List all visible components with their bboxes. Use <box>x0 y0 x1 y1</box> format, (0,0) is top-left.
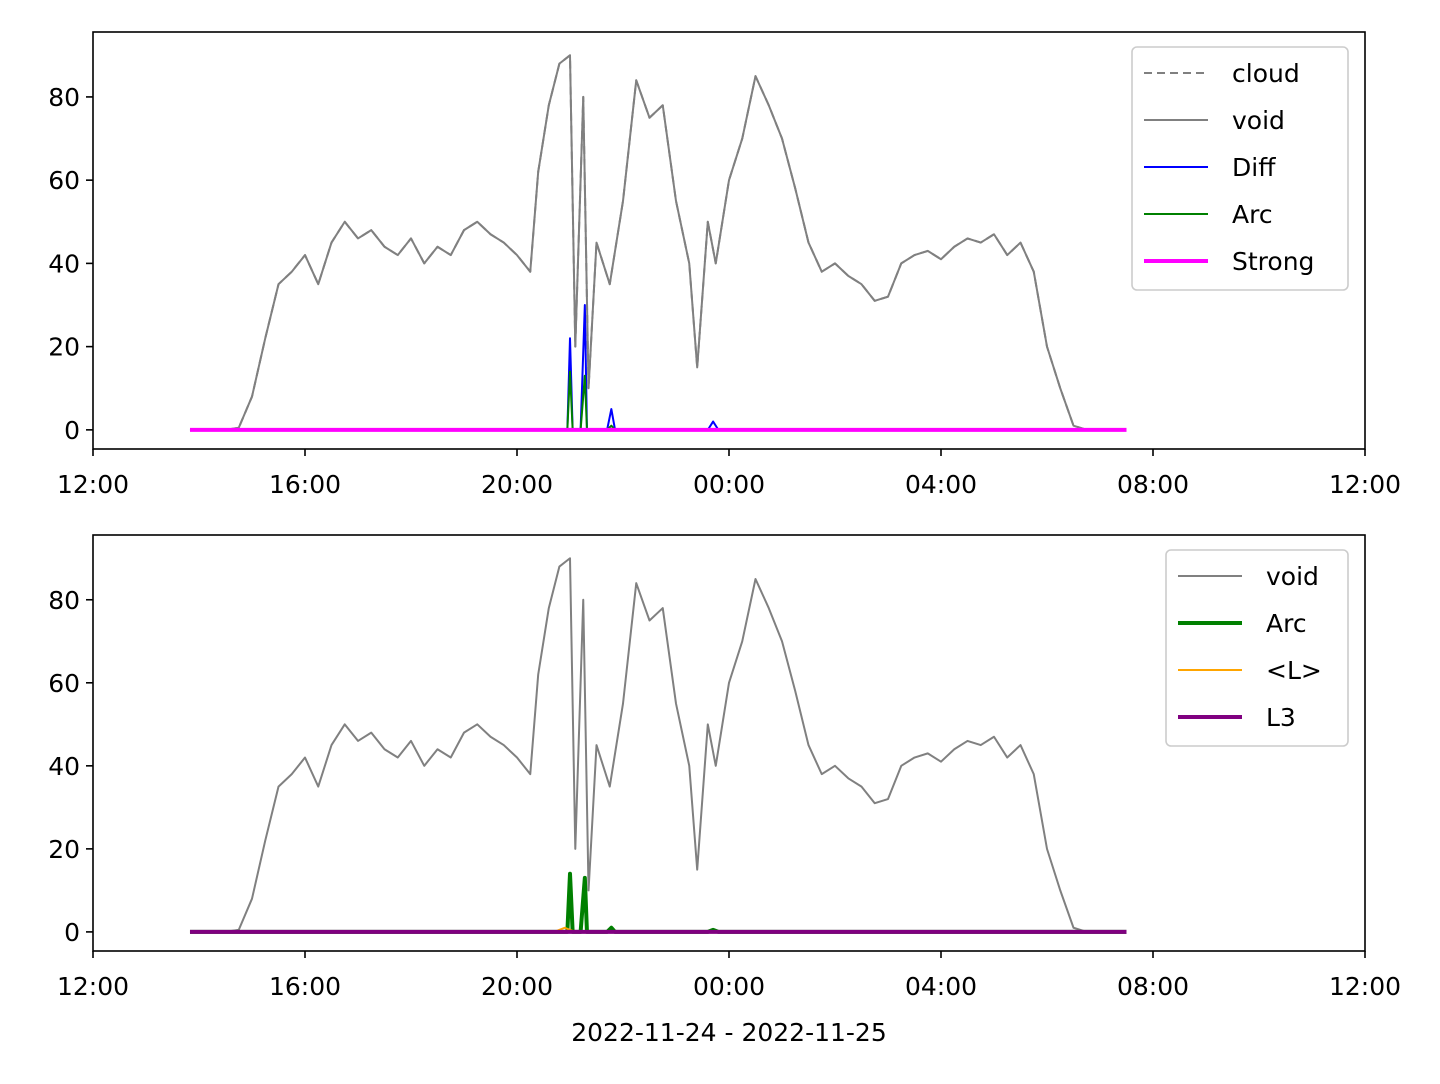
legend-label: Strong <box>1232 247 1314 276</box>
x-axis-label: 2022-11-24 - 2022-11-25 <box>571 1018 887 1047</box>
x-tick-label: 04:00 <box>905 972 977 1001</box>
legend-label: <L> <box>1266 656 1322 685</box>
series-line <box>189 871 1127 934</box>
y-tick-label: 80 <box>48 83 80 112</box>
x-tick-label: 08:00 <box>1117 972 1189 1001</box>
plot-area <box>189 54 1127 432</box>
axes-frame <box>92 534 1366 952</box>
x-tick-label: 04:00 <box>905 470 977 499</box>
legend-label: void <box>1266 562 1319 591</box>
legend-label: void <box>1232 106 1285 135</box>
y-tick-label: 0 <box>64 416 80 445</box>
x-tick-label: 12:00 <box>57 972 129 1001</box>
x-tick-label: 12:00 <box>1329 972 1401 1001</box>
y-tick-label: 80 <box>48 586 80 615</box>
series-line <box>189 557 1127 933</box>
plot-area <box>189 557 1127 934</box>
legend-label: cloud <box>1232 59 1300 88</box>
y-tick-label: 60 <box>48 669 80 698</box>
legend-label: Diff <box>1232 153 1276 182</box>
x-tick-label: 00:00 <box>693 470 765 499</box>
y-tick-label: 20 <box>48 835 80 864</box>
x-tick-label: 16:00 <box>269 972 341 1001</box>
y-tick-label: 40 <box>48 752 80 781</box>
x-tick-label: 12:00 <box>57 470 129 499</box>
x-tick-label: 00:00 <box>693 972 765 1001</box>
x-tick-label: 16:00 <box>269 470 341 499</box>
legend-box <box>1165 549 1349 747</box>
x-tick-label: 12:00 <box>1329 470 1401 499</box>
x-tick-label: 08:00 <box>1117 470 1189 499</box>
y-tick-label: 60 <box>48 166 80 195</box>
legend-box <box>1131 46 1349 291</box>
legend-label: Arc <box>1266 609 1307 638</box>
axes-frame <box>92 31 1366 450</box>
legend-label: Arc <box>1232 200 1273 229</box>
y-tick-label: 40 <box>48 249 80 278</box>
y-tick-label: 0 <box>64 918 80 947</box>
legend-label: L3 <box>1266 703 1296 732</box>
y-tick-label: 20 <box>48 333 80 362</box>
x-tick-label: 20:00 <box>481 470 553 499</box>
series-line <box>189 370 1127 431</box>
x-tick-label: 20:00 <box>481 972 553 1001</box>
series-line <box>189 304 1127 431</box>
series-line <box>189 54 1127 431</box>
